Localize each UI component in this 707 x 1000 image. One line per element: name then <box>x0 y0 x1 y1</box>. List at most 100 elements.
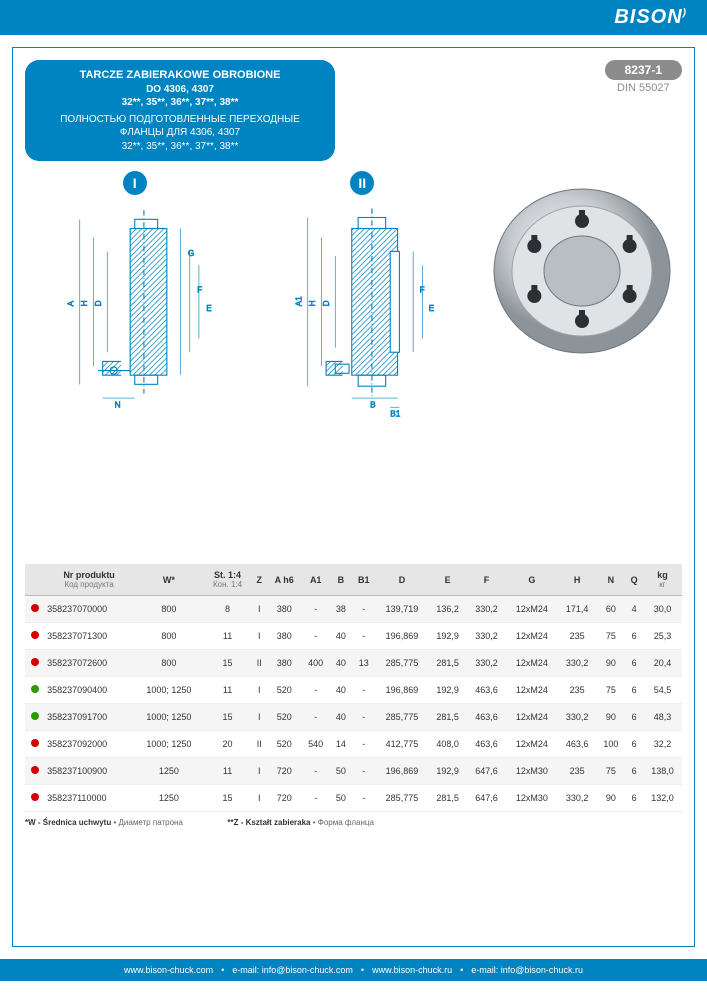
table-cell: - <box>301 785 330 812</box>
table-cell: 1250 <box>134 785 204 812</box>
footer-item: www.bison-chuck.com <box>124 965 213 975</box>
table-cell: 330,2 <box>558 785 597 812</box>
table-cell: I <box>251 596 267 623</box>
table-cell: 12xM30 <box>506 785 558 812</box>
table-cell: 647,6 <box>467 758 506 785</box>
table-cell: 800 <box>134 623 204 650</box>
table-cell: 358237090400 <box>44 677 134 704</box>
table-cell: - <box>352 731 376 758</box>
table-cell: 12xM24 <box>506 596 558 623</box>
table-cell: 54,5 <box>643 677 682 704</box>
table-cell: 196,869 <box>376 677 429 704</box>
table-row: 35823707130080011I380-40-196,869192,9330… <box>25 623 682 650</box>
table-cell: 6 <box>625 623 643 650</box>
footer-item: e-mail: info@bison-chuck.ru <box>471 965 583 975</box>
table-cell: 15 <box>204 785 252 812</box>
table-header: Q <box>625 564 643 596</box>
table-cell: 192,9 <box>428 758 467 785</box>
table-cell: 463,6 <box>467 677 506 704</box>
table-cell: 1000; 1250 <box>134 677 204 704</box>
footnote-w-ru: Диаметр патрона <box>119 818 183 827</box>
svg-text:A: A <box>66 301 75 307</box>
row-dot <box>25 731 44 758</box>
table-row: 35823707260080015II3804004013285,775281,… <box>25 650 682 677</box>
table-cell: 408,0 <box>428 731 467 758</box>
table-cell: 800 <box>134 650 204 677</box>
table-header: N <box>597 564 626 596</box>
table-cell: 12xM30 <box>506 758 558 785</box>
table-cell: II <box>251 650 267 677</box>
brand-text: BISON <box>614 6 682 28</box>
svg-text:G: G <box>188 249 194 258</box>
table-cell: 285,775 <box>376 785 429 812</box>
table-header <box>25 564 44 596</box>
table-cell: 1000; 1250 <box>134 731 204 758</box>
table-cell: 235 <box>558 623 597 650</box>
table-cell: 8 <box>204 596 252 623</box>
table-cell: 20 <box>204 731 252 758</box>
table-cell: 90 <box>597 785 626 812</box>
svg-text:D: D <box>94 301 103 307</box>
footnotes: *W - Średnica uchwytu • Диаметр патрона … <box>25 818 682 827</box>
table-cell: 358237070000 <box>44 596 134 623</box>
svg-text:N: N <box>115 401 121 410</box>
brand-logo: BISON) <box>614 6 687 29</box>
table-cell: 12xM24 <box>506 650 558 677</box>
table-cell: 40 <box>330 677 352 704</box>
table-cell: 40 <box>330 650 352 677</box>
table-header: B <box>330 564 352 596</box>
product-photo <box>482 171 682 371</box>
table-cell: 281,5 <box>428 785 467 812</box>
drawing-II-svg: A1 H D F E B B1 <box>253 201 473 421</box>
tech-drawings: I <box>25 171 472 424</box>
table-cell: 1000; 1250 <box>134 704 204 731</box>
table-cell: 463,6 <box>558 731 597 758</box>
table-cell: 11 <box>204 623 252 650</box>
table-cell: 720 <box>267 758 301 785</box>
footer-sep: • <box>361 965 364 975</box>
table-cell: 25,3 <box>643 623 682 650</box>
table-cell: 281,5 <box>428 650 467 677</box>
table-cell: I <box>251 623 267 650</box>
row-dot <box>25 704 44 731</box>
row-dot <box>25 596 44 623</box>
table-cell: 60 <box>597 596 626 623</box>
table-cell: 4 <box>625 596 643 623</box>
table-cell: 15 <box>204 650 252 677</box>
table-row: 3582370920001000; 125020II52054014-412,7… <box>25 731 682 758</box>
table-cell: 192,9 <box>428 677 467 704</box>
page-frame: TARCZE ZABIERAKOWE OBROBIONE DO 4306, 43… <box>12 47 695 947</box>
table-cell: 50 <box>330 785 352 812</box>
table-cell: 6 <box>625 704 643 731</box>
footnote-z-ru: Форма фланца <box>318 818 374 827</box>
roman-II: II <box>350 171 374 195</box>
table-cell: 14 <box>330 731 352 758</box>
table-cell: 30,0 <box>643 596 682 623</box>
row-dot <box>25 650 44 677</box>
svg-text:H: H <box>80 301 89 307</box>
table-cell: 520 <box>267 704 301 731</box>
table-cell: 171,4 <box>558 596 597 623</box>
table-cell: 330,2 <box>467 596 506 623</box>
table-header: D <box>376 564 429 596</box>
diagram-area: I <box>25 171 682 424</box>
table-cell: 139,719 <box>376 596 429 623</box>
table-cell: 40 <box>330 623 352 650</box>
table-cell: 12xM24 <box>506 677 558 704</box>
table-cell: 6 <box>625 677 643 704</box>
table-cell: 6 <box>625 785 643 812</box>
table-cell: 192,9 <box>428 623 467 650</box>
table-cell: - <box>301 677 330 704</box>
table-header: B1 <box>352 564 376 596</box>
table-cell: 520 <box>267 731 301 758</box>
brand-mark: ) <box>683 7 687 18</box>
table-cell: 12xM24 <box>506 623 558 650</box>
title-line1: TARCZE ZABIERAKOWE OBROBIONE <box>39 68 321 83</box>
table-cell: I <box>251 758 267 785</box>
table-cell: 358237091700 <box>44 704 134 731</box>
table-cell: 11 <box>204 677 252 704</box>
svg-text:B: B <box>370 401 376 410</box>
svg-text:E: E <box>206 304 212 313</box>
table-cell: 20,4 <box>643 650 682 677</box>
row-dot <box>25 623 44 650</box>
